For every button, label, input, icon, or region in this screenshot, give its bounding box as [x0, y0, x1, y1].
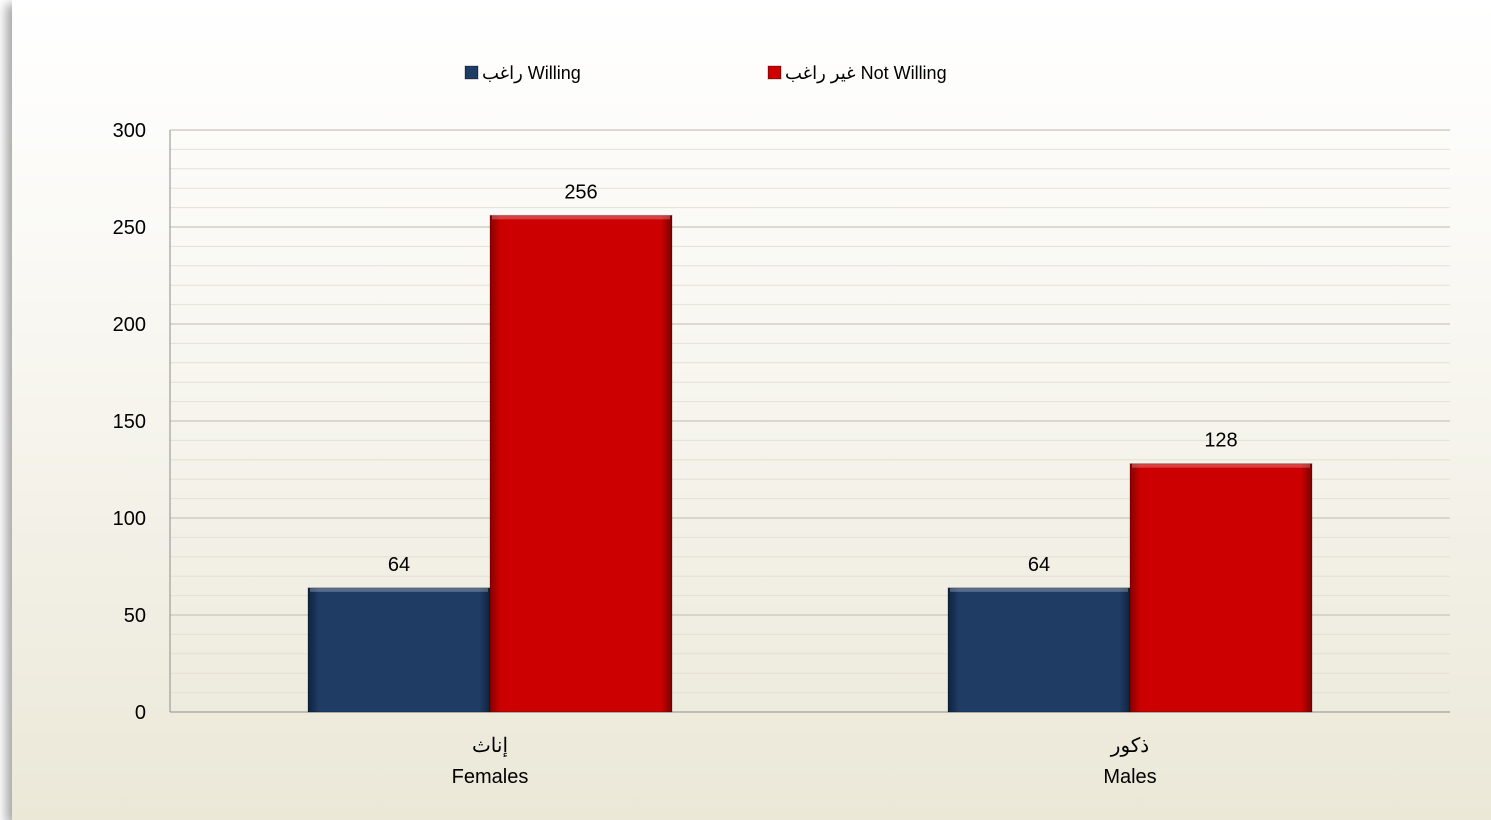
bar [489, 214, 673, 713]
bar [947, 587, 1131, 713]
legend-swatch [464, 65, 479, 80]
legend-label: غير راغب Not Willing [785, 63, 947, 84]
data-label: 256 [564, 181, 597, 203]
y-tick-label: 50 [124, 605, 146, 627]
y-tick-label: 300 [113, 120, 146, 142]
legend-swatch [767, 65, 782, 80]
bar-highlight [1132, 463, 1310, 468]
y-tick-label: 250 [113, 217, 146, 239]
legend: راغب Willing غير راغب Not Willing [464, 63, 947, 84]
bar [1129, 463, 1313, 713]
x-tick-label-english: Males [1103, 766, 1156, 788]
y-tick-label: 150 [113, 411, 146, 433]
y-tick-label: 0 [135, 702, 146, 724]
x-tick-label-arabic: إناث [472, 735, 508, 758]
data-label: 64 [388, 554, 410, 576]
data-label: 64 [1028, 554, 1050, 576]
data-label: 128 [1204, 430, 1237, 452]
x-tick-label-arabic: ذكور [1110, 735, 1149, 757]
bar-highlight [950, 587, 1128, 592]
bar-highlight [310, 587, 488, 592]
bar-highlight [492, 215, 670, 220]
bar [307, 587, 491, 713]
legend-label: راغب Willing [482, 63, 581, 84]
bars [307, 214, 1313, 713]
data-labels: 64 256 64 128 [388, 181, 1238, 575]
x-tick-label-english: Females [452, 766, 529, 788]
y-tick-label: 100 [113, 508, 146, 530]
y-tick-label: 200 [113, 314, 146, 336]
